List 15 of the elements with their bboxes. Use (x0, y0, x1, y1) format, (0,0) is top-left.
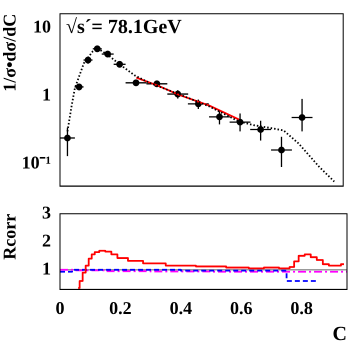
y-tick-label: 1 (42, 84, 51, 104)
x-tick-label: 0.2 (109, 298, 132, 318)
y-tick-label: 2 (42, 230, 51, 250)
y-tick-label: 10 (33, 16, 51, 36)
x-tick-label: 0.4 (170, 298, 192, 318)
annotation: √s´= 78.1GeV (66, 16, 182, 38)
x-tick-label: 0.8 (290, 298, 313, 318)
y-axis-title: 1/σ•dσ/dC (0, 14, 20, 92)
y-tick-label: 1 (42, 258, 51, 278)
x-tick-label: 0.6 (230, 298, 253, 318)
y-tick-label: 10⁻¹ (22, 152, 51, 173)
x-tick-label: 0 (56, 298, 64, 318)
y-tick-label: 3 (42, 202, 51, 222)
y-axis-title: Rcorr (0, 214, 20, 260)
x-axis-title: C (332, 323, 347, 346)
